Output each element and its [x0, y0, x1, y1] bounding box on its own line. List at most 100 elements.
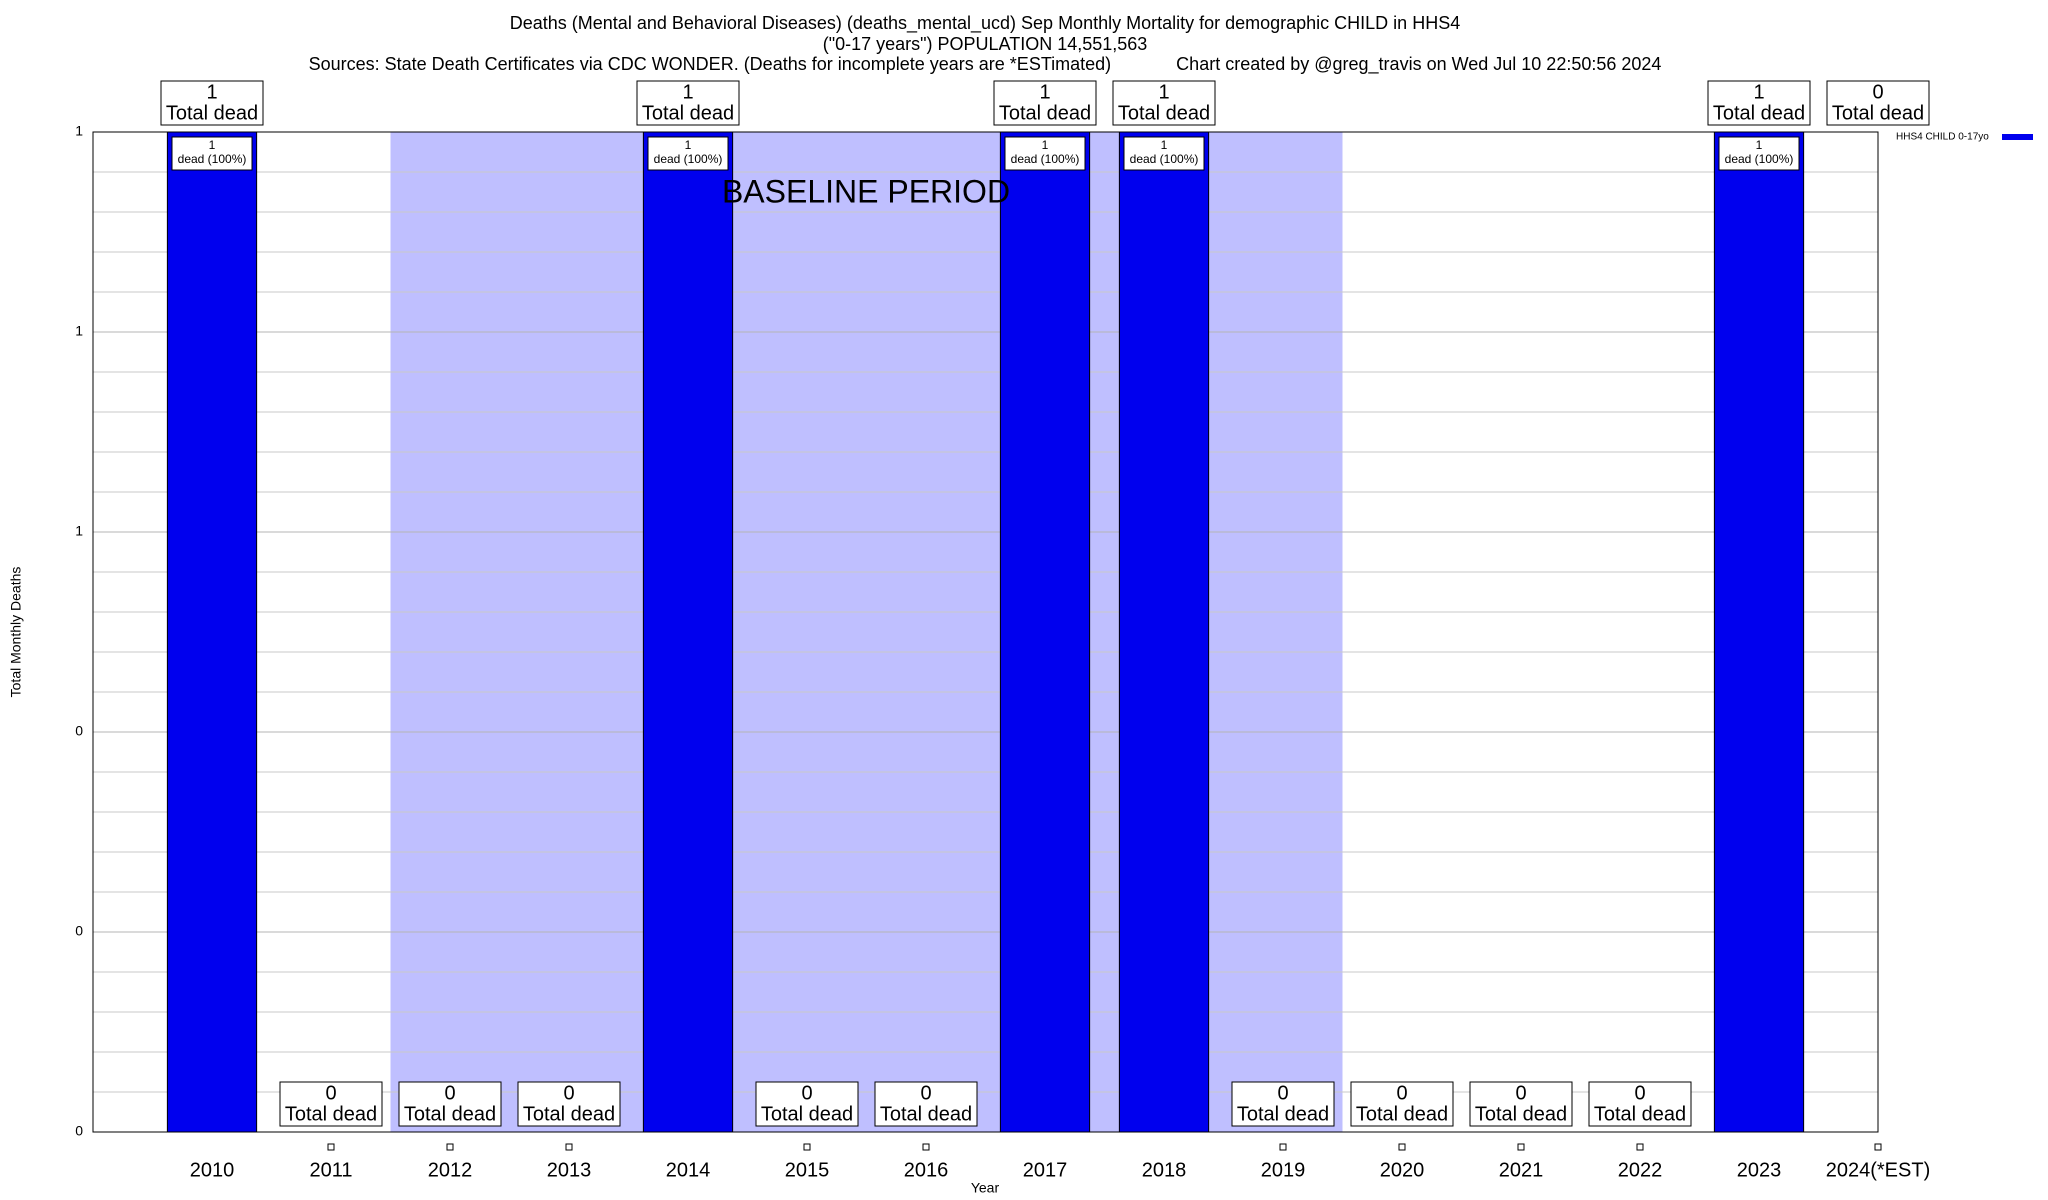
- x-tick-label: 2020: [1380, 1159, 1425, 1181]
- title-line: Deaths (Mental and Behavioral Diseases) …: [510, 13, 1460, 34]
- y-tick-label: 0: [75, 923, 83, 939]
- annotation-text: Total dead: [1832, 102, 1924, 124]
- annotation-box: [1350, 1081, 1454, 1127]
- annotation-box: [755, 1081, 859, 1127]
- annotation-text: Total dead: [880, 1103, 972, 1125]
- bar-label-box: [1123, 136, 1205, 171]
- zero-marker: [1636, 1143, 1644, 1151]
- zero-marker: [1398, 1143, 1406, 1151]
- x-tick-label: 2014: [666, 1159, 711, 1181]
- annotation-value: 0: [563, 1082, 574, 1104]
- annotation-text: Total dead: [1713, 102, 1805, 124]
- title-line: ("0-17 years") POPULATION 14,551,563: [823, 34, 1148, 54]
- annotation-value: 0: [444, 1082, 455, 1104]
- baseline-label: BASELINE PERIOD: [722, 173, 1010, 209]
- bar: [999, 131, 1091, 1133]
- annotation-value: 1: [682, 81, 693, 103]
- x-tick-label: 2024(*EST): [1826, 1159, 1931, 1181]
- annotation-box: [874, 1081, 978, 1127]
- x-tick-label: 2013: [547, 1159, 592, 1181]
- bar-label-value: 1: [685, 138, 692, 152]
- bar-label-box: [171, 136, 253, 171]
- title-line: Sources: State Death Certificates via CD…: [309, 54, 1662, 75]
- x-tick-label: 2010: [190, 1159, 235, 1181]
- annotation-text: Total dead: [761, 1103, 853, 1125]
- plot-frame: [92, 131, 1879, 1133]
- annotation-value: 0: [1634, 1082, 1645, 1104]
- annotation-text: Total dead: [1475, 1103, 1567, 1125]
- x-tick-label: 2021: [1499, 1159, 1544, 1181]
- annotation-value: 0: [1515, 1082, 1526, 1104]
- zero-marker: [1517, 1143, 1525, 1151]
- bar-label-text: dead (100%): [1130, 152, 1199, 166]
- bar-label-text: dead (100%): [178, 152, 247, 166]
- zero-marker: [446, 1143, 454, 1151]
- annotation-value: 1: [206, 81, 217, 103]
- annotation-value: 0: [1396, 1082, 1407, 1104]
- legend-label: HHS4 CHILD 0-17yo: [1896, 132, 1989, 143]
- annotation-text: Total dead: [166, 102, 258, 124]
- annotation-value: 1: [1158, 81, 1169, 103]
- annotation-value: 0: [920, 1082, 931, 1104]
- annotation-text: Total dead: [1356, 1103, 1448, 1125]
- y-tick-label: 1: [75, 123, 83, 139]
- x-tick-label: 2015: [785, 1159, 830, 1181]
- annotation-value: 1: [1753, 81, 1764, 103]
- bar: [1713, 131, 1805, 1133]
- annotation-box: [398, 1081, 502, 1127]
- bar-label-text: dead (100%): [1725, 152, 1794, 166]
- annotation-value: 0: [1277, 1082, 1288, 1104]
- annotation-value: 0: [325, 1082, 336, 1104]
- annotation-box: [160, 80, 264, 126]
- bar-label-box: [1004, 136, 1086, 171]
- bar-label-value: 1: [209, 138, 216, 152]
- y-tick-label: 0: [75, 723, 83, 739]
- y-tick-label: 1: [75, 323, 83, 339]
- annotation-value: 1: [1039, 81, 1050, 103]
- x-tick-label: 2011: [309, 1159, 352, 1181]
- zero-marker: [1279, 1143, 1287, 1151]
- y-tick-label: 0: [75, 1123, 83, 1139]
- annotation-box: [1469, 1081, 1573, 1127]
- bar: [1118, 131, 1210, 1133]
- annotation-box: [993, 80, 1097, 126]
- annotation-box: [279, 1081, 383, 1127]
- annotation-text: Total dead: [1594, 1103, 1686, 1125]
- annotation-text: Total dead: [1118, 102, 1210, 124]
- bar-label-text: dead (100%): [654, 152, 723, 166]
- annotation-value: 0: [1872, 81, 1883, 103]
- bar: [166, 131, 258, 1133]
- x-tick-label: 2012: [428, 1159, 473, 1181]
- bar: [642, 131, 734, 1133]
- zero-marker: [565, 1143, 573, 1151]
- annotation-box: [517, 1081, 621, 1127]
- annotation-text: Total dead: [404, 1103, 496, 1125]
- x-axis-title: Year: [971, 1180, 1000, 1196]
- bar-label-box: [647, 136, 729, 171]
- annotation-value: 0: [801, 1082, 812, 1104]
- zero-marker: [1874, 1143, 1882, 1151]
- annotation-box: [1231, 1081, 1335, 1127]
- zero-marker: [922, 1143, 930, 1151]
- annotation-box: [1112, 80, 1216, 126]
- annotation-text: Total dead: [523, 1103, 615, 1125]
- legend-swatch: [2002, 134, 2033, 140]
- bar-label-box: [1718, 136, 1800, 171]
- annotation-box: [1707, 80, 1811, 126]
- x-tick-label: 2016: [904, 1159, 949, 1181]
